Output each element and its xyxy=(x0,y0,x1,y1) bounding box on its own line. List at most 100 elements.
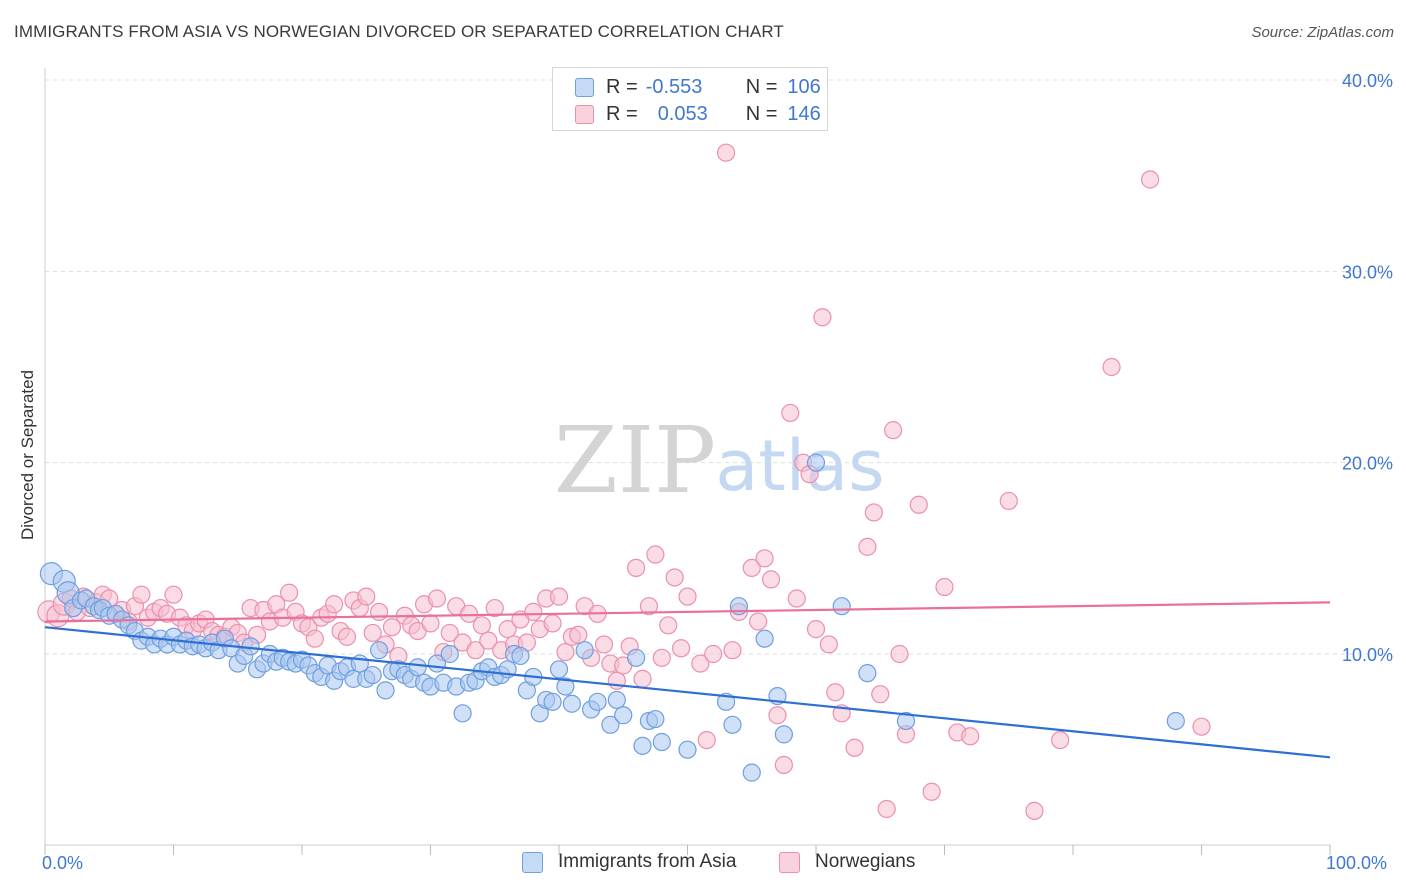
r-value: 0.053 xyxy=(657,102,708,125)
norwegians-point xyxy=(1051,730,1070,750)
norwegians-point xyxy=(806,620,826,639)
norwegians-point xyxy=(440,623,459,643)
axes xyxy=(44,68,1331,855)
norwegians-point xyxy=(819,635,838,654)
y-axis-label: Divorced or Separated xyxy=(18,369,37,541)
norwegians-point xyxy=(665,568,684,587)
norwegians-trend-line xyxy=(44,601,1331,623)
norwegians-point xyxy=(716,143,736,162)
stats-legend-row-norwegians: R = 0.053 N = 146 xyxy=(575,103,821,125)
norwegians-point xyxy=(1140,170,1160,189)
asia-point xyxy=(678,740,697,759)
asia-point xyxy=(562,694,581,713)
norwegians-point xyxy=(922,782,941,801)
norwegians-point xyxy=(883,421,903,440)
asia-point xyxy=(370,641,389,660)
norwegians-point xyxy=(652,648,671,667)
asia-point xyxy=(806,453,826,472)
y-tick-labels: 10.0% 20.0% 30.0% 40.0% xyxy=(1342,71,1393,665)
norwegians-point xyxy=(427,589,447,608)
norwegians-point xyxy=(877,799,896,819)
asia-point xyxy=(453,704,472,723)
norwegians-point xyxy=(1192,717,1211,736)
norwegians-point xyxy=(749,612,768,631)
norwegians-point xyxy=(1025,801,1044,820)
norwegians-point xyxy=(556,642,575,662)
norwegians-point xyxy=(543,614,562,633)
norwegians-point xyxy=(678,587,697,606)
stats-legend-row-asia: R = -0.553 N = 106 xyxy=(575,76,821,98)
r-label: R = xyxy=(606,102,638,125)
norwegians-point xyxy=(280,583,299,602)
norwegians-point xyxy=(704,644,723,664)
norwegians-point xyxy=(633,669,652,688)
asia-point xyxy=(626,648,646,667)
norwegians-point xyxy=(761,570,781,589)
norwegians-point xyxy=(813,308,832,327)
asia-point xyxy=(556,677,575,696)
asia-point xyxy=(832,597,851,616)
legend-label-norwegians: Norwegians xyxy=(815,851,916,872)
legend-item-asia[interactable]: Immigrants from Asia xyxy=(522,851,736,873)
asia-point xyxy=(440,644,459,664)
norwegians-point xyxy=(858,537,877,556)
norwegians-point xyxy=(1102,357,1121,377)
norwegians-point xyxy=(459,604,479,623)
norwegians-point xyxy=(594,635,614,654)
x-tick-label-max: 100.0% xyxy=(1326,853,1388,873)
asia-point xyxy=(742,763,761,782)
asia-point xyxy=(601,715,620,734)
y-tick-label: 10.0% xyxy=(1342,645,1393,665)
norwegians-point xyxy=(363,623,382,643)
asia-point xyxy=(1166,711,1185,731)
asia-point xyxy=(755,629,774,648)
legend-swatch-asia xyxy=(575,77,594,97)
asia-point xyxy=(511,646,530,666)
norwegians-point xyxy=(768,706,787,725)
asia-point xyxy=(549,660,569,679)
legend-item-norwegians[interactable]: Norwegians xyxy=(779,851,915,873)
asia-point xyxy=(723,715,742,734)
asia-point xyxy=(774,725,793,744)
norwegians-point xyxy=(864,503,883,522)
norwegians-point xyxy=(370,602,389,622)
norwegians-point xyxy=(524,602,543,622)
norwegians-point xyxy=(787,589,806,608)
norwegians-point xyxy=(479,631,498,650)
asia-point xyxy=(607,690,626,710)
norwegians-point xyxy=(961,727,980,746)
norwegians-point xyxy=(164,585,183,604)
n-label: N = xyxy=(745,75,778,98)
norwegians-point xyxy=(421,614,440,633)
norwegians-point xyxy=(742,558,761,578)
r-label: R = xyxy=(606,75,638,98)
legend-swatch-norwegians xyxy=(575,104,594,124)
chart-title: IMMIGRANTS FROM ASIA VS NORWEGIAN DIVORC… xyxy=(14,22,784,41)
legend-swatch-asia xyxy=(522,851,543,873)
asia-point xyxy=(543,692,562,711)
asia-point xyxy=(588,692,607,711)
trend-lines xyxy=(44,601,1331,759)
norwegians-point xyxy=(485,598,504,618)
norwegians-point xyxy=(697,730,716,750)
x-tick-label-min: 0.0% xyxy=(42,853,84,873)
y-tick-label: 30.0% xyxy=(1342,262,1393,282)
y-tick-label: 20.0% xyxy=(1342,454,1393,474)
asia-point xyxy=(408,658,427,677)
norwegians-point xyxy=(325,595,344,614)
legend-swatch-norwegians xyxy=(779,851,800,873)
asia-point xyxy=(633,736,652,755)
asia-point xyxy=(614,706,633,725)
watermark: ZIP atlas xyxy=(554,407,885,514)
norwegians-point xyxy=(626,558,646,578)
y-tick-label: 40.0% xyxy=(1342,71,1393,91)
asia-point xyxy=(652,732,671,752)
norwegians-point xyxy=(639,597,659,616)
asia-trend-line xyxy=(44,626,1331,759)
norwegians-point xyxy=(935,577,954,597)
norwegians-point xyxy=(871,685,890,704)
norwegians-point xyxy=(498,620,517,639)
asia-point xyxy=(646,709,665,729)
norwegians-point xyxy=(549,587,569,606)
norwegians-point xyxy=(774,755,793,775)
